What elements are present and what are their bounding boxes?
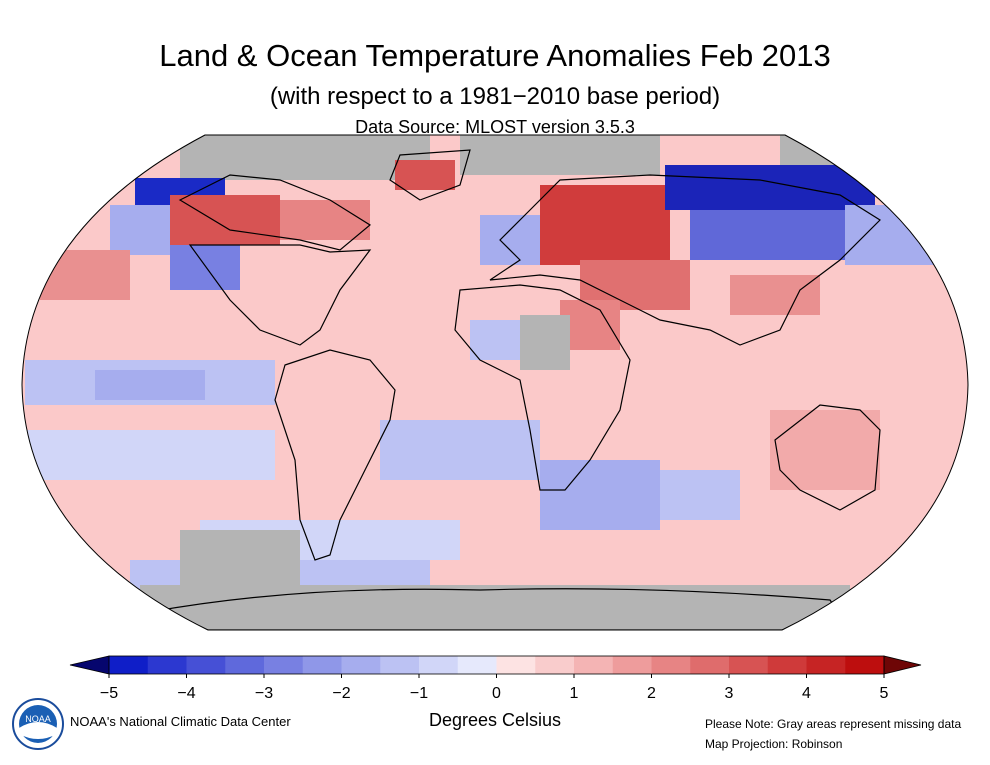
legend-swatch — [264, 656, 304, 674]
footer-notes: Please Note: Gray areas represent missin… — [705, 714, 961, 754]
warm-cell — [540, 185, 670, 265]
missing-cell — [140, 585, 850, 630]
units-label: Degrees Celsius — [428, 710, 562, 730]
legend-swatch — [341, 656, 381, 674]
legend-swatch — [496, 656, 536, 674]
warm-cell — [770, 410, 880, 490]
projection-note: Map Projection: Robinson — [705, 737, 843, 751]
coastlines — [128, 149, 881, 630]
logo-text: NOAA — [25, 714, 51, 724]
legend-tick-label: 2 — [647, 685, 656, 702]
legend-tick-label: −1 — [410, 685, 428, 702]
warm-cell — [170, 195, 280, 245]
legend-ticks: −5 −4 −3 −2 −1 0 1 2 3 4 5 — [100, 674, 889, 702]
missing-cell — [180, 135, 430, 180]
legend-tick-label: 4 — [802, 685, 811, 702]
legend-swatch — [729, 656, 769, 674]
cold-cell — [540, 460, 660, 530]
legend-swatch — [574, 656, 614, 674]
map-frame — [21, 134, 969, 631]
legend-swatch — [845, 656, 885, 674]
credit-text: NOAA's National Climatic Data Center — [70, 714, 291, 729]
cold-cell — [660, 470, 740, 520]
legend-swatches — [109, 656, 885, 674]
cold-cell — [480, 215, 540, 265]
warm-cell — [730, 275, 820, 315]
legend-swatch — [147, 656, 187, 674]
data-source: Data Source: MLOST version 3.5.3 — [355, 117, 635, 137]
cold-cell — [380, 420, 540, 480]
legend-tick-label: −5 — [100, 685, 118, 702]
legend-tick-label: 3 — [725, 685, 734, 702]
missing-cell — [520, 315, 570, 370]
warm-cell — [280, 200, 370, 240]
legend-swatch — [380, 656, 420, 674]
legend-swatch — [457, 656, 497, 674]
anomaly-grid — [25, 135, 935, 630]
legend-swatch — [419, 656, 459, 674]
map-subtitle: (with respect to a 1981−2010 base period… — [269, 83, 721, 110]
legend-swatch — [651, 656, 691, 674]
legend-tick-label: −2 — [332, 685, 350, 702]
legend-swatch — [690, 656, 730, 674]
legend-swatch — [767, 656, 807, 674]
legend-swatch — [612, 656, 652, 674]
cold-cell — [95, 370, 205, 400]
legend-swatch — [302, 656, 342, 674]
legend-arrow-warm — [883, 655, 922, 675]
missing-data-note: Please Note: Gray areas represent missin… — [705, 717, 962, 731]
legend-swatch — [806, 656, 846, 674]
cold-cell — [25, 430, 275, 480]
legend-swatch — [225, 656, 265, 674]
missing-cell — [460, 135, 660, 175]
legend-swatch — [186, 656, 226, 674]
warm-cell — [395, 160, 455, 190]
legend-tick-label: 1 — [570, 685, 579, 702]
map-title: Land & Ocean Temperature Anomalies Feb 2… — [159, 38, 831, 73]
noaa-logo: NOAA — [12, 698, 64, 755]
missing-cell — [180, 530, 300, 590]
legend-swatch — [535, 656, 575, 674]
legend-tick-label: 0 — [492, 685, 501, 702]
legend-tick-label: −4 — [177, 685, 195, 702]
legend-tick-label: −3 — [255, 685, 273, 702]
cold-cell — [690, 210, 850, 260]
legend-tick-label: 5 — [880, 685, 889, 702]
cold-cell — [665, 165, 875, 210]
legend-swatch — [109, 656, 149, 674]
legend-arrow-cold — [69, 655, 110, 675]
